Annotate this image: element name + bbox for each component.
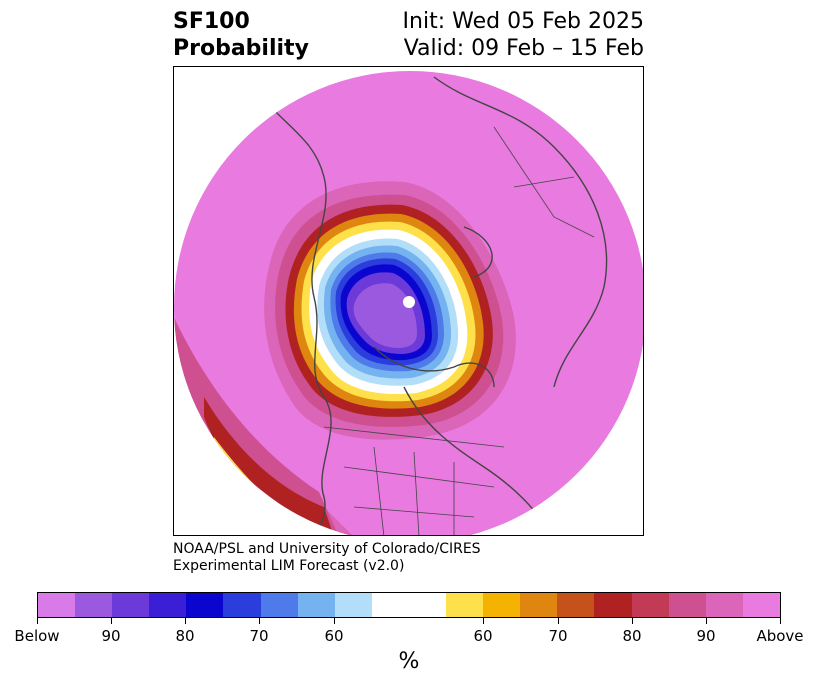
colorbar-segment: [446, 593, 484, 617]
colorbar-tick: [37, 618, 38, 624]
colorbar-segment: [705, 593, 743, 617]
colorbar: [37, 592, 781, 618]
colorbar-segment: [557, 593, 595, 617]
border-eurasia-2: [513, 176, 575, 188]
colorbar-tick: [780, 618, 781, 624]
credit-line-2: Experimental LIM Forecast (v2.0): [173, 558, 405, 574]
colorbar-tick-label: 80: [175, 627, 195, 645]
colorbar-segment: [223, 593, 261, 617]
coast-west: [253, 86, 332, 535]
colorbar-tick: [334, 618, 335, 624]
coast-scandinavia: [463, 226, 493, 278]
credit-line-1: NOAA/PSL and University of Colorado/CIRE…: [173, 541, 481, 557]
colorbar-tick-label: 60: [473, 627, 493, 645]
probability-field: [174, 71, 643, 535]
colorbar-segment: [38, 593, 76, 617]
colorbar-tick-label: 90: [696, 627, 716, 645]
colorbar-tick: [259, 618, 260, 624]
colorbar-segment: [483, 593, 521, 617]
colorbar-segment: [75, 593, 113, 617]
colorbar-tick-label: Below: [14, 627, 60, 645]
colorbar-segment: [631, 593, 669, 617]
colorbar-tick-label: 90: [101, 627, 121, 645]
colorbar-tick-label: 70: [249, 627, 269, 645]
colorbar-tick-label: 60: [324, 627, 344, 645]
colorbar-tick: [483, 618, 484, 624]
colorbar-segment: [520, 593, 558, 617]
valid-range: Valid: 09 Feb – 15 Feb: [403, 36, 644, 61]
colorbar-segment: [371, 593, 409, 617]
colorbar-segment: [334, 593, 372, 617]
forecast-map: [173, 66, 644, 536]
colorbar-segment: [408, 593, 447, 617]
border-us-canada: [323, 426, 505, 448]
probability-subtitle: Probability: [173, 36, 309, 61]
colorbar-segment: [297, 593, 335, 617]
border-states-1: [343, 466, 495, 488]
coast-eurasia: [433, 76, 608, 388]
colorbar-tick: [185, 618, 186, 624]
colorbar-segment: [260, 593, 298, 617]
north-pole-marker: [403, 296, 415, 308]
political-borders: [323, 126, 595, 535]
colorbar-segment: [742, 593, 780, 617]
pacific-tongue-red: [204, 397, 334, 535]
colorbar-segment: [594, 593, 632, 617]
border-eurasia-1: [493, 126, 595, 238]
title-block-left: SF100 Probability: [173, 8, 309, 62]
init-date: Init: Wed 05 Feb 2025: [402, 9, 644, 34]
coast-canada: [373, 346, 495, 388]
polar-map-svg: [174, 71, 643, 535]
colorbar-tick-label: 80: [622, 627, 642, 645]
variable-title: SF100: [173, 9, 250, 34]
colorbar-segment: [112, 593, 150, 617]
below-core: [353, 283, 417, 348]
title-block-right: Init: Wed 05 Feb 2025 Valid: 09 Feb – 15…: [403, 8, 644, 62]
pacific-tongue-rose: [174, 307, 339, 535]
credit-text: NOAA/PSL and University of Colorado/CIRE…: [173, 541, 481, 575]
border-states-4: [413, 451, 420, 535]
colorbar-tick: [111, 618, 112, 624]
colorbar-segment: [149, 593, 187, 617]
colorbar-tick-label: Above: [756, 627, 804, 645]
colorbar-tick-label: 70: [548, 627, 568, 645]
colorbar-tick: [706, 618, 707, 624]
colorbar-segment: [668, 593, 706, 617]
border-states-3: [373, 446, 385, 535]
colorbar-segment: [186, 593, 224, 617]
colorbar-unit: %: [398, 649, 420, 674]
colorbar-tick: [558, 618, 559, 624]
colorbar-tick: [632, 618, 633, 624]
